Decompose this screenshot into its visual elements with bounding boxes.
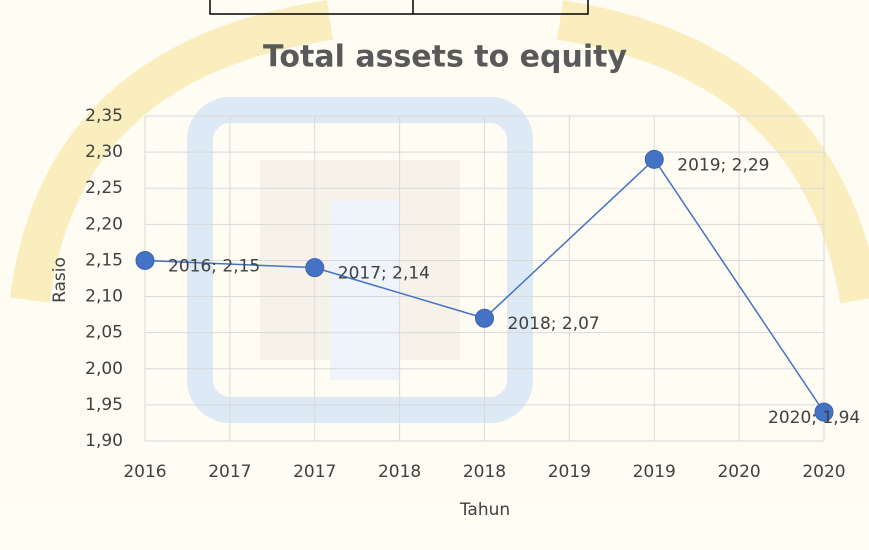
chart: Total assets to equity Rasio Tahun 1,90 1… xyxy=(0,0,869,550)
data-label: 2017; 2,14 xyxy=(338,264,430,284)
y-tick-label: 2,00 xyxy=(85,359,123,379)
x-tick-label: 2017 xyxy=(208,462,251,482)
data-point xyxy=(476,309,494,327)
data-label: 2020; 1,94 xyxy=(768,408,860,428)
y-tick-label: 2,35 xyxy=(85,106,123,126)
x-tick-label: 2016 xyxy=(123,462,166,482)
y-tick-label: 2,15 xyxy=(85,250,123,270)
data-point xyxy=(645,150,663,168)
y-tick-label: 1,90 xyxy=(85,431,123,451)
x-tick-label: 2018 xyxy=(378,462,421,482)
data-label: 2019; 2,29 xyxy=(677,155,769,175)
y-axis-title: Rasio xyxy=(50,257,70,303)
y-tick-label: 2,20 xyxy=(85,214,123,234)
y-tick-label: 2,25 xyxy=(85,178,123,198)
x-tick-label: 2020 xyxy=(802,462,845,482)
data-point xyxy=(306,259,324,277)
y-tick-label: 1,95 xyxy=(85,395,123,415)
data-label: 2016; 2,15 xyxy=(168,256,260,276)
x-tick-label: 2019 xyxy=(548,462,591,482)
chart-title: Total assets to equity xyxy=(263,40,628,75)
x-tick-label: 2018 xyxy=(463,462,506,482)
y-tick-label: 2,30 xyxy=(85,142,123,162)
y-tick-label: 2,10 xyxy=(85,287,123,307)
x-tick-label: 2017 xyxy=(293,462,336,482)
x-axis-title: Tahun xyxy=(459,500,510,520)
y-tick-label: 2,05 xyxy=(85,323,123,343)
data-label: 2018; 2,07 xyxy=(508,314,600,334)
x-tick-label: 2020 xyxy=(717,462,760,482)
x-tick-label: 2019 xyxy=(633,462,676,482)
data-point xyxy=(136,251,154,269)
